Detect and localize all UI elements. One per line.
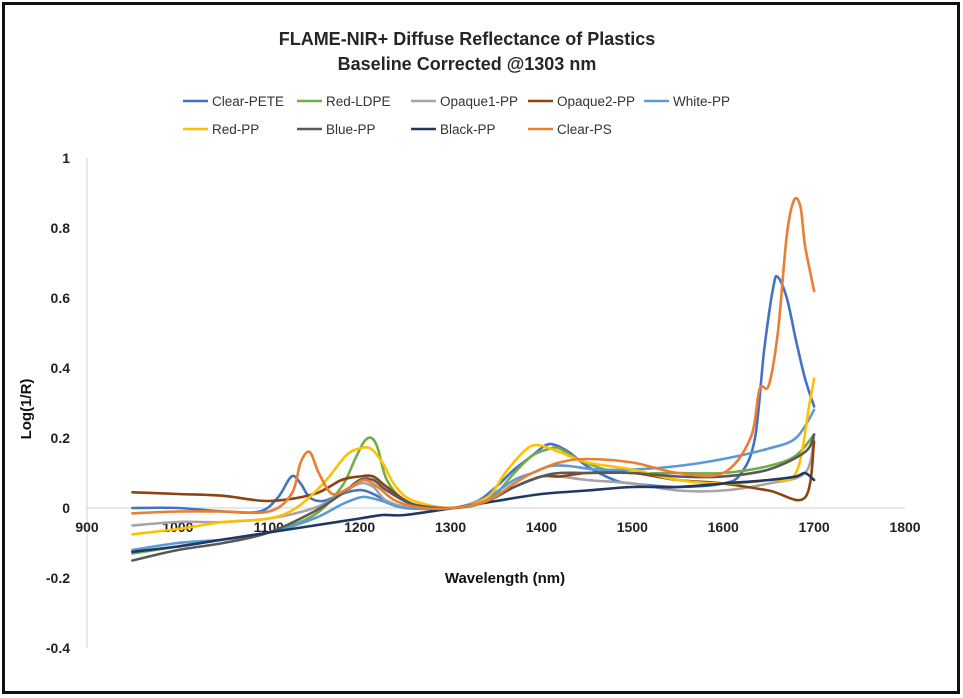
series-line-clear-pete (131, 274, 816, 514)
x-tick-label: 900 (75, 519, 99, 535)
series-lines (131, 196, 816, 562)
legend-label: Opaque2-PP (557, 94, 635, 109)
chart-subtitle: Baseline Corrected @1303 nm (338, 54, 597, 74)
legend-item-opaque1-pp: Opaque1-PP (411, 94, 518, 109)
legend-item-black-pp: Black-PP (411, 122, 496, 137)
legend-item-red-ldpe: Red-LDPE (297, 94, 391, 109)
x-tick-label: 1200 (344, 519, 375, 535)
x-tick-label: 1300 (435, 519, 466, 535)
y-tick-label: 0.2 (51, 430, 71, 446)
legend-label: White-PP (673, 94, 730, 109)
legend-item-clear-ps: Clear-PS (528, 122, 612, 137)
legend-label: Red-PP (212, 122, 259, 137)
y-tick-label: 0.4 (51, 360, 71, 376)
y-tick-label: 0 (62, 500, 70, 516)
y-tick-label: 1 (62, 150, 70, 166)
series-line-red-ldpe (131, 433, 816, 555)
x-tick-label: 1700 (799, 519, 830, 535)
x-tick-label: 1400 (526, 519, 557, 535)
y-tick-label: 0.8 (51, 220, 71, 236)
legend-item-blue-pp: Blue-PP (297, 122, 376, 137)
legend-label: Red-LDPE (326, 94, 391, 109)
series-line-black-pp (131, 471, 816, 554)
legend-item-opaque2-pp: Opaque2-PP (528, 94, 635, 109)
x-tick-label: 1500 (617, 519, 648, 535)
x-tick-label: 1800 (889, 519, 920, 535)
series-line-clear-ps (131, 196, 816, 515)
legend-label: Clear-PS (557, 122, 612, 137)
legend-item-red-pp: Red-PP (183, 122, 259, 137)
y-tick-label: -0.4 (46, 640, 70, 656)
y-tick-label: -0.2 (46, 570, 70, 586)
legend-item-clear-pete: Clear-PETE (183, 94, 284, 109)
y-tick-label: 0.6 (51, 290, 71, 306)
x-tick-label: 1600 (708, 519, 739, 535)
legend-label: Clear-PETE (212, 94, 284, 109)
chart-title: FLAME-NIR+ Diffuse Reflectance of Plasti… (279, 29, 656, 49)
legend-label: Blue-PP (326, 122, 376, 137)
x-axis-label: Wavelength (nm) (445, 570, 565, 587)
legend-label: Opaque1-PP (440, 94, 518, 109)
y-tick-labels: 1 0.8 0.6 0.4 0.2 0 -0.2 -0.4 (46, 150, 70, 656)
legend-label: Black-PP (440, 122, 496, 137)
legend-item-white-pp: White-PP (644, 94, 730, 109)
y-axis-label: Log(1/R) (18, 379, 35, 440)
legend: Clear-PETE Red-LDPE Opaque1-PP Opaque2-PP Wh… (183, 94, 730, 137)
